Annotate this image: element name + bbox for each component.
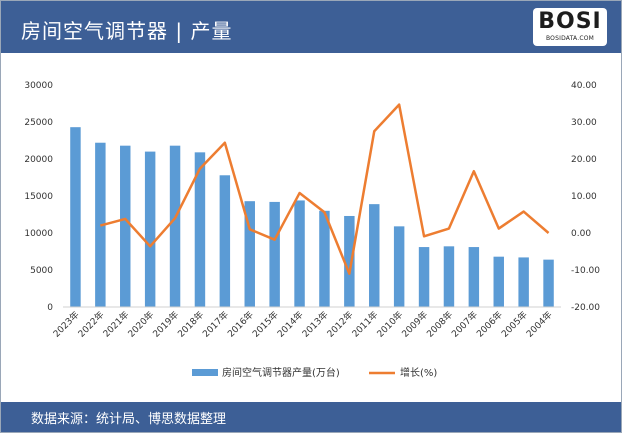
bar — [194, 152, 206, 307]
bar — [294, 200, 305, 307]
x-tick-label: 2022年 — [75, 309, 106, 340]
right-tick-label: -20.00 — [571, 303, 600, 313]
x-tick-label: 2007年 — [449, 309, 480, 340]
bar — [319, 210, 330, 307]
left-tick-label: 30000 — [24, 81, 53, 91]
bar — [144, 151, 156, 307]
bar — [120, 145, 131, 307]
x-tick-label: 2008年 — [424, 309, 455, 340]
legend-swatch-bars — [192, 369, 218, 376]
chart-title: 房间空气调节器 | 产量 — [21, 19, 233, 43]
x-tick-label: 2018年 — [175, 309, 206, 340]
x-tick-label: 2020年 — [125, 309, 156, 340]
bar — [393, 226, 405, 307]
bar — [219, 175, 231, 307]
x-tick-label: 2013年 — [300, 309, 331, 340]
right-tick-label: 20.00 — [571, 155, 597, 165]
bosi-logo: BOSI BOSIDATA.COM — [533, 8, 607, 46]
chart-canvas: 0 5000 10000 15000 20000 25000 30000 -20.00 -10… — [24, 81, 600, 379]
right-tick-label: 40.00 — [571, 81, 597, 91]
bar — [244, 201, 255, 307]
x-tick-label: 2005年 — [499, 309, 530, 340]
bar — [443, 246, 455, 307]
x-axis-labels: 2023年2022年2021年2020年2019年2018年2017年2016年… — [51, 309, 555, 340]
x-tick-label: 2021年 — [100, 309, 131, 340]
left-tick-label: 25000 — [24, 118, 53, 128]
bar — [468, 247, 480, 307]
legend-label-bars: 房间空气调节器产量(万台) — [222, 366, 340, 379]
left-tick-label: 5000 — [30, 266, 53, 276]
bar — [269, 201, 280, 307]
bar — [543, 259, 554, 307]
left-tick-label: 10000 — [24, 229, 53, 239]
right-tick-label: 30.00 — [571, 118, 597, 128]
left-tick-label: 20000 — [24, 155, 53, 165]
bar-series — [63, 127, 561, 308]
header-bar: 房间空气调节器 | 产量 BOSI BOSIDATA.COM — [1, 1, 621, 53]
x-tick-label: 2015年 — [250, 309, 281, 340]
bar — [70, 127, 81, 308]
x-tick-label: 2004年 — [524, 309, 555, 340]
bar — [369, 204, 380, 307]
right-tick-label: -10.00 — [571, 266, 600, 276]
logo-text: BOSI — [538, 9, 602, 34]
line-series — [100, 103, 550, 275]
x-tick-label: 2009年 — [399, 309, 430, 340]
x-tick-label: 2019年 — [150, 309, 181, 340]
bar — [418, 247, 430, 307]
legend-label-line: 增长(%) — [400, 366, 437, 379]
right-axis-ticks: -20.00 -10.00 0.00 10.00 20.00 30.00 40.00 — [571, 81, 600, 313]
x-tick-label: 2006年 — [474, 309, 505, 340]
legend: 房间空气调节器产量(万台) 增长(%) — [192, 366, 437, 379]
logo-subtext: BOSIDATA.COM — [545, 35, 595, 42]
logo-background — [533, 8, 607, 46]
bar — [518, 257, 529, 307]
x-tick-label: 2017年 — [200, 309, 231, 340]
bar — [493, 256, 504, 307]
right-tick-label: 0.00 — [571, 229, 591, 239]
x-tick-label: 2014年 — [275, 309, 306, 340]
x-tick-label: 2010年 — [374, 309, 405, 340]
x-tick-label: 2023年 — [51, 309, 82, 340]
bar — [344, 215, 355, 307]
left-axis-ticks: 0 5000 10000 15000 20000 25000 30000 — [24, 81, 53, 313]
x-tick-label: 2012年 — [324, 309, 355, 340]
x-tick-label: 2016年 — [225, 309, 256, 340]
left-tick-label: 15000 — [24, 192, 53, 202]
footer-bar: 数据来源：统计局、博思数据整理 — [1, 402, 621, 432]
data-source: 数据来源：统计局、博思数据整理 — [31, 412, 227, 427]
x-tick-label: 2011年 — [349, 309, 380, 340]
bar — [169, 145, 181, 307]
left-tick-label: 0 — [47, 303, 53, 313]
right-tick-label: 10.00 — [571, 192, 597, 202]
